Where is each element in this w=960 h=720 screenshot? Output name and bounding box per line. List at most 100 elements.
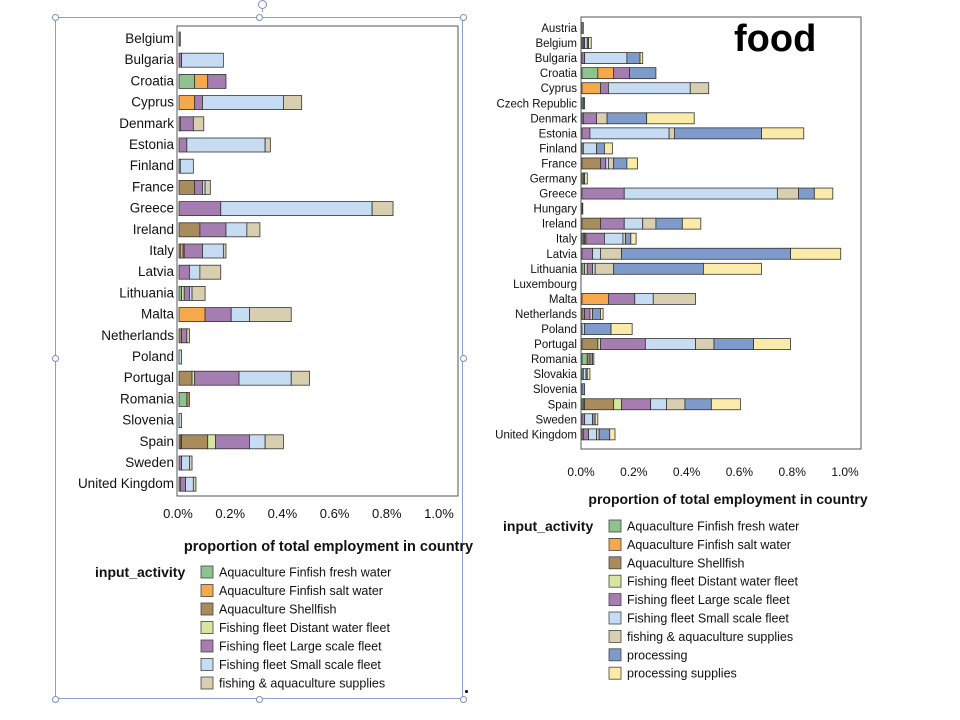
bar-segment (194, 95, 203, 110)
bar-segment (178, 31, 181, 47)
bar-segment (613, 262, 704, 275)
bar-segment (609, 428, 616, 441)
bar-segment (623, 187, 778, 200)
legend-entry: fishing & aquaculture supplies (627, 630, 793, 644)
bar-segment (642, 217, 657, 230)
stray-dot (465, 690, 468, 693)
legend-title: input_activity (503, 518, 593, 534)
legend-entry: Aquaculture Shellfish (627, 556, 744, 570)
row-label: Netherlands (515, 309, 577, 321)
bar-segment (582, 97, 586, 110)
rotation-handle[interactable] (258, 0, 267, 9)
x-tick-label: 0.6% (726, 465, 754, 479)
row-label: Spain (139, 434, 174, 449)
resize-handle-right[interactable] (460, 355, 467, 362)
row-label: Slovenia (122, 413, 174, 428)
legend-swatch (608, 630, 622, 643)
resize-handle-bottom-right[interactable] (460, 696, 467, 703)
bar-segment (581, 353, 588, 366)
x-tick-label: 0.4% (268, 506, 298, 521)
resize-handle-left[interactable] (52, 355, 59, 362)
bar-segment (606, 112, 648, 125)
bar-segment (181, 455, 190, 471)
row-label: United Kingdom (495, 429, 577, 441)
legend-swatch (200, 639, 214, 653)
row-label: Greece (130, 201, 174, 216)
resize-handle-top[interactable] (256, 14, 263, 21)
bar-segment (608, 157, 615, 170)
x-tick-label: 0.6% (320, 506, 350, 521)
legend-swatch (200, 602, 214, 616)
row-label: Bulgaria (124, 52, 174, 67)
bar-segment (191, 285, 206, 301)
row-label: Portugal (534, 339, 577, 351)
resize-handle-top-left[interactable] (52, 14, 59, 21)
bar-segment (681, 217, 702, 230)
bar-segment (178, 137, 188, 153)
bar-segment (585, 232, 605, 245)
row-label: Hungary (534, 204, 578, 216)
x-tick-label: 0.2% (620, 465, 648, 479)
bar-segment (695, 338, 715, 350)
bar-segment (790, 247, 842, 260)
bar-segment (613, 157, 628, 170)
row-label: Belgium (125, 31, 174, 46)
legend-entry: Fishing fleet Distant water fleet (627, 575, 798, 589)
row-label: Netherlands (101, 328, 174, 343)
bar-segment (668, 127, 675, 140)
bar-segment (220, 201, 373, 217)
bar-segment (613, 398, 622, 411)
bar-segment (181, 434, 209, 450)
row-label: Spain (548, 399, 577, 411)
bar-segment (179, 476, 186, 492)
legend-entry: Fishing fleet Large scale fleet (627, 593, 790, 607)
legend-entry: Aquaculture Finfish salt water (219, 584, 383, 598)
x-tick-label: 0.4% (673, 465, 701, 479)
bar-segment (202, 95, 284, 110)
bar-segment (584, 398, 615, 411)
row-label: Austria (541, 23, 577, 35)
row-label: Malta (141, 307, 175, 322)
bar-segment (183, 243, 203, 259)
row-label: Czech Republic (496, 98, 577, 110)
legend-entry: Aquaculture Finfish fresh water (627, 520, 799, 534)
bar-segment (600, 82, 609, 95)
bar-segment (592, 308, 601, 320)
bar-segment (581, 247, 593, 260)
row-label: Romania (120, 391, 175, 406)
bar-segment (597, 67, 615, 80)
bar-segment (199, 222, 227, 238)
bar-segment (582, 112, 597, 125)
bar-segment (600, 247, 622, 260)
resize-handle-bottom-left[interactable] (52, 696, 59, 703)
resize-handle-bottom[interactable] (256, 696, 263, 703)
row-label: Estonia (129, 137, 175, 152)
x-tick-label: 0.8% (372, 506, 402, 521)
bar-segment (666, 398, 686, 411)
x-tick-label: 0.2% (215, 506, 245, 521)
row-label: Sweden (535, 414, 577, 426)
bar-segment (178, 179, 196, 195)
bar-segment (581, 292, 609, 305)
row-label: Italy (556, 234, 577, 246)
bar-segment (813, 187, 834, 200)
bar-segment (586, 262, 593, 275)
x-tick-label: 1.0% (831, 465, 859, 479)
x-axis-label: proportion of total employment in countr… (588, 491, 867, 507)
bar-segment (588, 37, 592, 49)
resize-handle-top-right[interactable] (460, 14, 467, 21)
bar-segment (646, 112, 695, 125)
legend-swatch (608, 593, 622, 606)
row-label: Sweden (125, 455, 174, 470)
bar-segment (186, 391, 190, 407)
bar-segment (629, 67, 657, 80)
bar-segment (600, 217, 625, 230)
bar-segment (264, 137, 271, 153)
bar-segment (610, 323, 633, 335)
plot-frame (176, 25, 459, 497)
bar-segment (798, 187, 815, 200)
bar-segment (581, 157, 601, 170)
bar-segment (594, 262, 615, 275)
bar-segment (604, 142, 613, 155)
